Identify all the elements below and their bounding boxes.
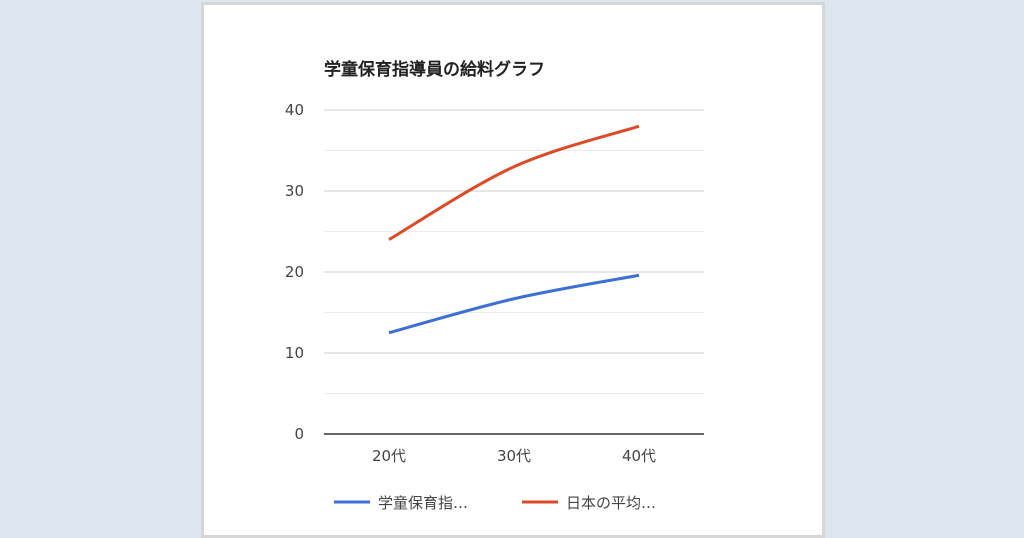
chart-title: 学童保育指導員の給料グラフ [324, 59, 545, 80]
y-tick-label: 40 [285, 101, 304, 119]
grid-layer [324, 109, 704, 435]
x-axis-ticks: 20代 30代 40代 [372, 447, 656, 465]
series-line-0[interactable] [388, 273, 640, 335]
y-axis-ticks: 0 10 20 30 40 [285, 101, 304, 443]
y-tick-label: 10 [285, 344, 304, 362]
legend[interactable]: 学童保育指… 日本の平均… [334, 494, 656, 512]
legend-label-0[interactable]: 学童保育指… [378, 494, 468, 512]
x-tick-label: 20代 [372, 447, 406, 465]
x-tick-label: 30代 [497, 447, 531, 465]
series-layer [388, 124, 640, 335]
x-tick-label: 40代 [622, 447, 656, 465]
series-line-1[interactable] [388, 124, 640, 241]
y-tick-label: 20 [285, 263, 304, 281]
y-tick-label: 0 [294, 425, 304, 443]
legend-label-1[interactable]: 日本の平均… [566, 494, 656, 512]
chart-card: 学童保育指導員の給料グラフ 0 10 20 30 40 20代 30代 40代 学童保育指…… [201, 2, 825, 538]
y-tick-label: 30 [285, 182, 304, 200]
salary-line-chart: 学童保育指導員の給料グラフ 0 10 20 30 40 20代 30代 40代 学童保育指…… [285, 59, 704, 512]
